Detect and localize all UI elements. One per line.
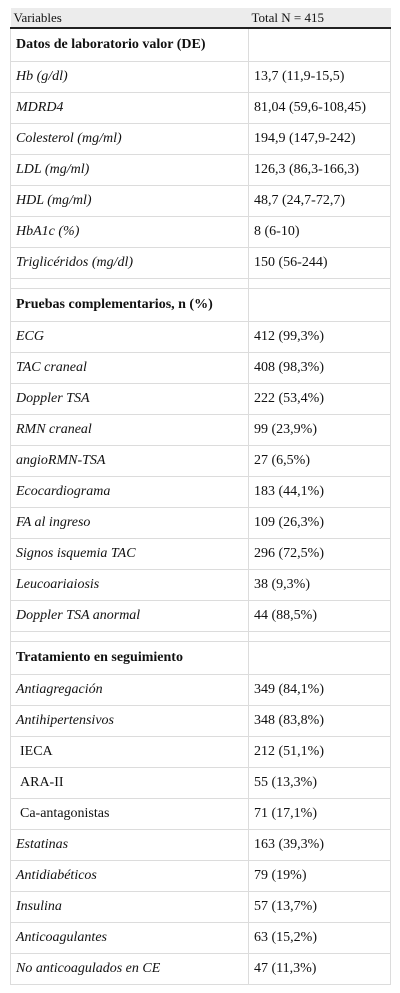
row-value: 44 (88,5%): [248, 600, 391, 632]
row-value: 81,04 (59,6-108,45): [248, 92, 391, 124]
row-value: 163 (39,3%): [248, 829, 391, 861]
row-value: 79 (19%): [248, 860, 391, 892]
row-value: 126,3 (86,3-166,3): [248, 154, 391, 186]
section-header-row: Tratamiento en seguimiento: [10, 641, 391, 675]
row-value: 109 (26,3%): [248, 507, 391, 539]
row-value: 55 (13,3%): [248, 767, 391, 799]
section-title: Tratamiento en seguimiento: [10, 641, 249, 675]
table-row: Ecocardiograma 183 (44,1%): [10, 476, 391, 508]
table-row: Colesterol (mg/ml) 194,9 (147,9-242): [10, 123, 391, 155]
row-label: Hb (g/dl): [10, 61, 249, 93]
spacer-row: [10, 631, 391, 642]
table-row: Signos isquemia TAC 296 (72,5%): [10, 538, 391, 570]
table-row: Antidiabéticos 79 (19%): [10, 860, 391, 892]
table-row: Antihipertensivos 348 (83,8%): [10, 705, 391, 737]
row-label: Ecocardiograma: [10, 476, 249, 508]
row-value: 408 (98,3%): [248, 352, 391, 384]
table-row: ARA-II 55 (13,3%): [10, 767, 391, 799]
row-label: Anticoagulantes: [10, 922, 249, 954]
row-value: 71 (17,1%): [248, 798, 391, 830]
row-label: No anticoagulados en CE: [10, 953, 249, 985]
table-header-row: Variables Total N = 415: [10, 8, 391, 29]
table-row: Ca-antagonistas 71 (17,1%): [10, 798, 391, 830]
table-row: Hb (g/dl) 13,7 (11,9-15,5): [10, 61, 391, 93]
row-label: Insulina: [10, 891, 249, 923]
row-label: Leucoariaiosis: [10, 569, 249, 601]
table-row: Estatinas 163 (39,3%): [10, 829, 391, 861]
section-title: Datos de laboratorio valor (DE): [10, 27, 249, 62]
results-table: Variables Total N = 415 Datos de laborat…: [10, 8, 391, 985]
spacer-row: [10, 278, 391, 289]
row-label: ARA-II: [10, 767, 249, 799]
row-value: 349 (84,1%): [248, 674, 391, 706]
row-value: 63 (15,2%): [248, 922, 391, 954]
table-row: LDL (mg/ml) 126,3 (86,3-166,3): [10, 154, 391, 186]
row-label: TAC craneal: [10, 352, 249, 384]
row-label: FA al ingreso: [10, 507, 249, 539]
row-label: Ca-antagonistas: [10, 798, 249, 830]
row-value: 150 (56-244): [248, 247, 391, 279]
table-row: No anticoagulados en CE 47 (11,3%): [10, 953, 391, 985]
table-row: IECA 212 (51,1%): [10, 736, 391, 768]
row-value: 348 (83,8%): [248, 705, 391, 737]
table-row: angioRMN-TSA 27 (6,5%): [10, 445, 391, 477]
row-label: Antihipertensivos: [10, 705, 249, 737]
table-row: Triglicéridos (mg/dl) 150 (56-244): [10, 247, 391, 279]
table-row: Doppler TSA anormal 44 (88,5%): [10, 600, 391, 632]
row-value: 48,7 (24,7-72,7): [248, 185, 391, 217]
row-value: 8 (6-10): [248, 216, 391, 248]
table-row: ECG 412 (99,3%): [10, 321, 391, 353]
table-row: MDRD4 81,04 (59,6-108,45): [10, 92, 391, 124]
row-value: 296 (72,5%): [248, 538, 391, 570]
row-label: Doppler TSA anormal: [10, 600, 249, 632]
row-value: 57 (13,7%): [248, 891, 391, 923]
row-value: 194,9 (147,9-242): [248, 123, 391, 155]
row-label: Colesterol (mg/ml): [10, 123, 249, 155]
row-value: 222 (53,4%): [248, 383, 391, 415]
table-row: HbA1c (%) 8 (6-10): [10, 216, 391, 248]
row-label: RMN craneal: [10, 414, 249, 446]
table-row: HDL (mg/ml) 48,7 (24,7-72,7): [10, 185, 391, 217]
table-row: Leucoariaiosis 38 (9,3%): [10, 569, 391, 601]
results-table-container: Variables Total N = 415 Datos de laborat…: [10, 8, 391, 985]
row-label: Doppler TSA: [10, 383, 249, 415]
row-label: Signos isquemia TAC: [10, 538, 249, 570]
section-title: Pruebas complementarios, n (%): [10, 288, 249, 322]
row-value: 99 (23,9%): [248, 414, 391, 446]
row-value: 212 (51,1%): [248, 736, 391, 768]
row-label: Estatinas: [10, 829, 249, 861]
table-row: RMN craneal 99 (23,9%): [10, 414, 391, 446]
row-value: 412 (99,3%): [248, 321, 391, 353]
table-row: Anticoagulantes 63 (15,2%): [10, 922, 391, 954]
table-row: Doppler TSA 222 (53,4%): [10, 383, 391, 415]
row-label: angioRMN-TSA: [10, 445, 249, 477]
row-value: 13,7 (11,9-15,5): [248, 61, 391, 93]
row-label: Antidiabéticos: [10, 860, 249, 892]
row-label: Antiagregación: [10, 674, 249, 706]
row-value: 27 (6,5%): [248, 445, 391, 477]
table-row: FA al ingreso 109 (26,3%): [10, 507, 391, 539]
row-value: 38 (9,3%): [248, 569, 391, 601]
section-header-row: Pruebas complementarios, n (%): [10, 288, 391, 322]
row-label: LDL (mg/ml): [10, 154, 249, 186]
table-row: Antiagregación 349 (84,1%): [10, 674, 391, 706]
row-label: IECA: [10, 736, 249, 768]
row-label: HDL (mg/ml): [10, 185, 249, 217]
row-value: 183 (44,1%): [248, 476, 391, 508]
row-label: Triglicéridos (mg/dl): [10, 247, 249, 279]
table-row: Insulina 57 (13,7%): [10, 891, 391, 923]
section-header-row: Datos de laboratorio valor (DE): [10, 27, 391, 62]
row-label: MDRD4: [10, 92, 249, 124]
table-row: TAC craneal 408 (98,3%): [10, 352, 391, 384]
row-label: ECG: [10, 321, 249, 353]
header-total: Total N = 415: [248, 8, 391, 29]
header-variables: Variables: [10, 8, 249, 29]
row-label: HbA1c (%): [10, 216, 249, 248]
row-value: 47 (11,3%): [248, 953, 391, 985]
